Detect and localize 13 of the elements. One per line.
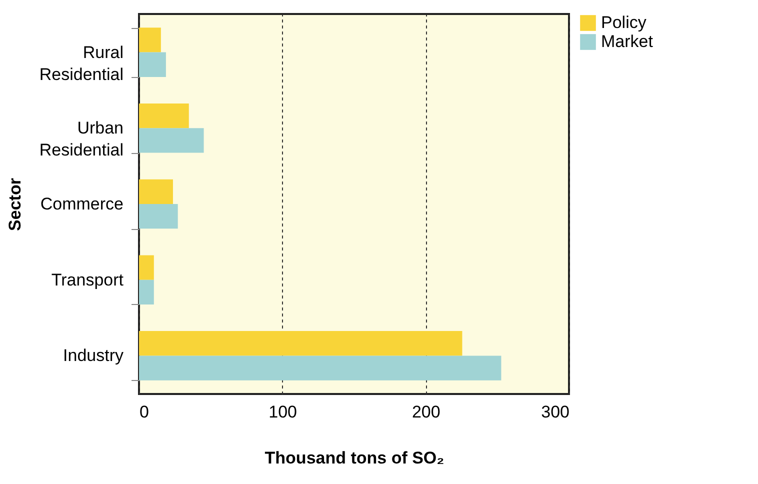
legend-label: Policy bbox=[601, 13, 647, 32]
x-axis-title: Thousand tons of SO₂ bbox=[264, 448, 444, 468]
x-tick-label: 200 bbox=[412, 402, 440, 422]
x-tick-label: 300 bbox=[541, 402, 570, 422]
y-tick-label: Urban Residential bbox=[39, 118, 124, 160]
y-tick-label: Transport bbox=[51, 270, 124, 290]
legend-label: Market bbox=[601, 32, 654, 51]
y-tick-label: Rural Residential bbox=[39, 42, 124, 84]
x-tick-label: 100 bbox=[268, 402, 298, 422]
x-tick-label: 0 bbox=[140, 402, 149, 422]
y-tick-label: Industry bbox=[63, 346, 124, 366]
y-axis-title: Sector bbox=[5, 178, 24, 231]
y-tick-label: Commerce bbox=[40, 194, 124, 214]
